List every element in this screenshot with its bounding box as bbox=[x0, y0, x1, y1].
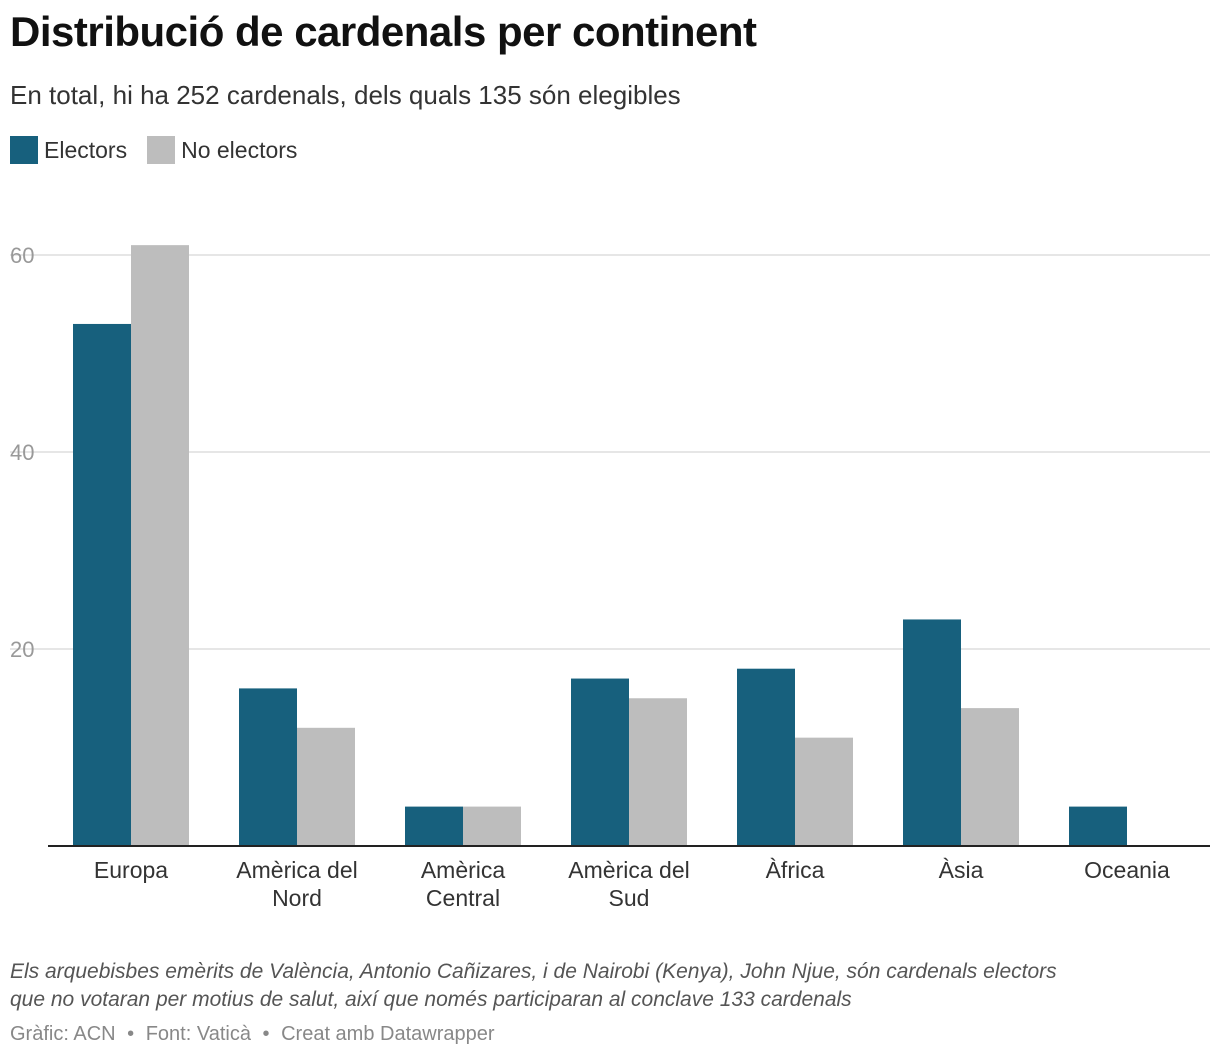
bar-electors bbox=[571, 678, 629, 846]
legend-swatch-electors bbox=[10, 136, 38, 164]
bar-electors bbox=[405, 806, 463, 846]
legend-item-no-electors: No electors bbox=[147, 136, 297, 164]
footnote: Els arquebisbes emèrits de València, Ant… bbox=[10, 958, 1200, 1014]
legend-label-electors: Electors bbox=[44, 136, 128, 163]
bar-electors bbox=[1069, 806, 1127, 846]
bar-electors bbox=[903, 619, 961, 846]
footnote-line-2: que no votaran per motius de salut, així… bbox=[10, 988, 852, 1011]
y-tick-label: 60 bbox=[10, 243, 34, 268]
credit-separator: • bbox=[262, 1023, 270, 1045]
x-tick-label: Nord bbox=[272, 885, 322, 911]
y-tick-label: 40 bbox=[10, 440, 34, 465]
x-tick-label: Amèrica del bbox=[568, 857, 689, 883]
bar-no-electors bbox=[131, 245, 189, 846]
bar-electors bbox=[239, 688, 297, 846]
credit-chart: Gràfic: ACN bbox=[10, 1023, 116, 1045]
x-tick-label: Oceania bbox=[1084, 857, 1170, 883]
x-tick-label: Central bbox=[426, 885, 500, 911]
legend: Electors No electors bbox=[10, 136, 317, 164]
y-tick-label: 20 bbox=[10, 637, 34, 662]
credits: Gràfic: ACN • Font: Vaticà • Creat amb D… bbox=[10, 1023, 495, 1046]
footnote-line-1: Els arquebisbes emèrits de València, Ant… bbox=[10, 960, 1057, 983]
legend-swatch-no-electors bbox=[147, 136, 176, 164]
x-tick-label: Europa bbox=[94, 857, 168, 883]
bar-electors bbox=[73, 323, 131, 846]
x-tick-label: Sud bbox=[609, 885, 650, 911]
credit-separator: • bbox=[127, 1023, 135, 1045]
legend-label-no-electors: No electors bbox=[181, 136, 298, 163]
bar-no-electors bbox=[463, 806, 521, 846]
x-tick-label: Amèrica bbox=[421, 857, 506, 883]
credit-tool[interactable]: Creat amb Datawrapper bbox=[281, 1023, 495, 1045]
bar-no-electors bbox=[961, 708, 1019, 846]
bar-no-electors bbox=[795, 737, 853, 846]
bar-no-electors bbox=[297, 727, 355, 846]
bar-no-electors bbox=[629, 698, 687, 846]
chart-title: Distribució de cardenals per continent bbox=[10, 8, 757, 55]
credit-source: Font: Vaticà bbox=[145, 1023, 251, 1045]
x-tick-label: Amèrica del bbox=[236, 857, 357, 883]
x-tick-label: Àfrica bbox=[766, 857, 825, 883]
chart-subtitle: En total, hi ha 252 cardenals, dels qual… bbox=[10, 80, 681, 110]
legend-item-electors: Electors bbox=[10, 136, 127, 164]
bar-electors bbox=[737, 668, 795, 846]
x-tick-label: Àsia bbox=[939, 857, 984, 883]
